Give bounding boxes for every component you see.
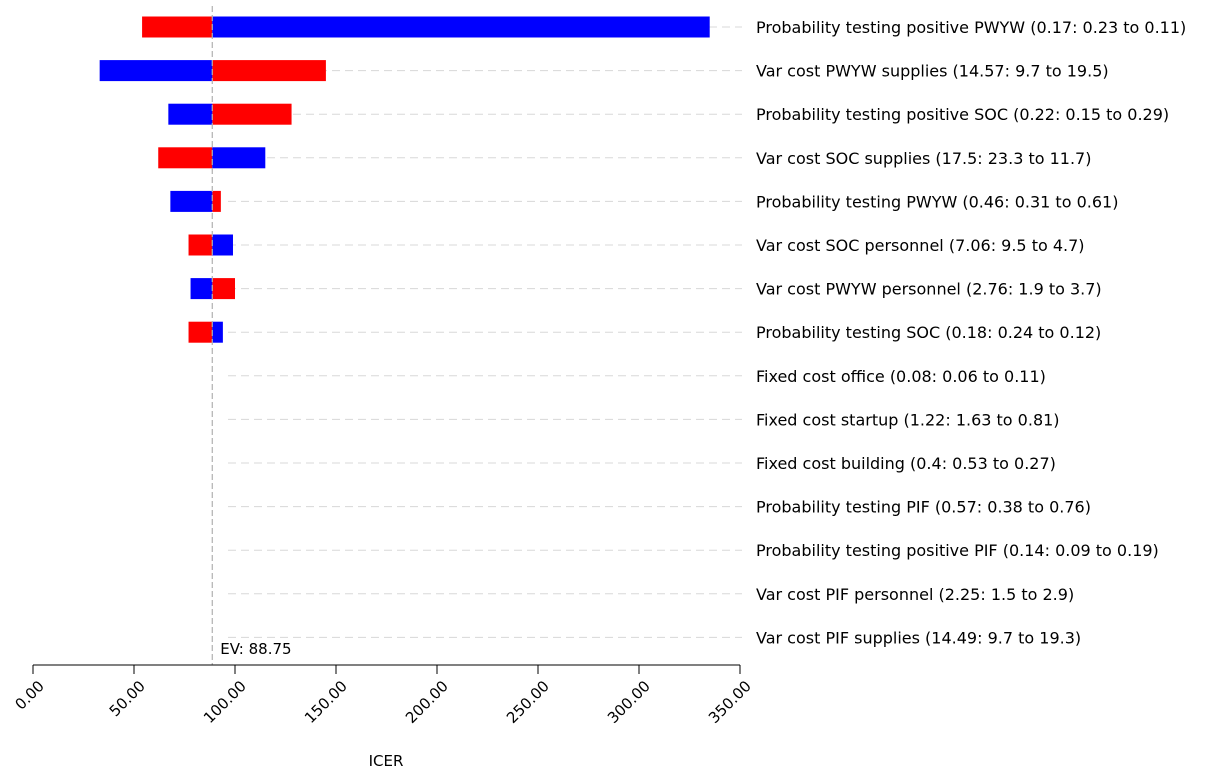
bar-low-input [212, 60, 326, 82]
x-axis-title: ICER [369, 752, 404, 770]
bar-high-input [170, 190, 213, 212]
row-label: Var cost SOC supplies (17.5: 23.3 to 11.… [756, 149, 1091, 168]
x-tick-label: 200.00 [402, 677, 452, 727]
gridlines [228, 26, 742, 638]
bar-high-input [212, 234, 233, 256]
x-tick-label: 150.00 [301, 677, 351, 727]
row-label: Probability testing PWYW (0.46: 0.31 to … [756, 192, 1118, 211]
bar-low-input [188, 321, 213, 343]
row-label: Probability testing SOC (0.18: 0.24 to 0… [756, 323, 1101, 342]
x-tick-label: 350.00 [705, 677, 755, 727]
bars [99, 16, 710, 343]
row-label: Probability testing positive PWYW (0.17:… [756, 18, 1186, 37]
row-label: Fixed cost startup (1.22: 1.63 to 0.81) [756, 410, 1060, 429]
bar-high-input [212, 16, 710, 38]
bar-low-input [212, 190, 221, 212]
row-label: Fixed cost office (0.08: 0.06 to 0.11) [756, 367, 1046, 386]
row-label: Fixed cost building (0.4: 0.53 to 0.27) [756, 454, 1056, 473]
bar-low-input [158, 147, 213, 169]
row-label: Var cost SOC personnel (7.06: 9.5 to 4.7… [756, 236, 1085, 255]
bar-high-input [190, 278, 213, 300]
row-label: Probability testing PIF (0.57: 0.38 to 0… [756, 498, 1091, 517]
x-axis: 0.00 50.00 100.00 150.00 200.00 250.00 300.00 3… [11, 664, 755, 727]
bar-low-input [142, 16, 213, 38]
bar-high-input [212, 147, 266, 169]
bar-high-input [168, 103, 213, 125]
row-label: Var cost PWYW personnel (2.76: 1.9 to 3.… [756, 280, 1102, 299]
x-tick-label: 0.00 [11, 677, 47, 713]
x-tick-label: 50.00 [106, 677, 149, 720]
row-label: Var cost PIF personnel (2.25: 1.5 to 2.9… [756, 585, 1074, 604]
ev-label: EV: 88.75 [220, 640, 291, 658]
bar-low-input [188, 234, 213, 256]
bar-low-input [212, 278, 235, 300]
row-label: Var cost PIF supplies (14.49: 9.7 to 19.… [756, 628, 1081, 647]
x-tick-label: 250.00 [503, 677, 553, 727]
bar-high-input [212, 321, 223, 343]
x-tick-label: 100.00 [200, 677, 250, 727]
ev-marker: EV: 88.75 [211, 6, 292, 665]
row-label: Var cost PWYW supplies (14.57: 9.7 to 19… [756, 62, 1109, 81]
row-label: Probability testing positive SOC (0.22: … [756, 105, 1169, 124]
row-labels: Probability testing positive PWYW (0.17:… [756, 18, 1186, 647]
bar-high-input [99, 60, 213, 82]
x-tick-label: 300.00 [604, 677, 654, 727]
row-label: Probability testing positive PIF (0.14: … [756, 541, 1159, 560]
bar-low-input [212, 103, 292, 125]
